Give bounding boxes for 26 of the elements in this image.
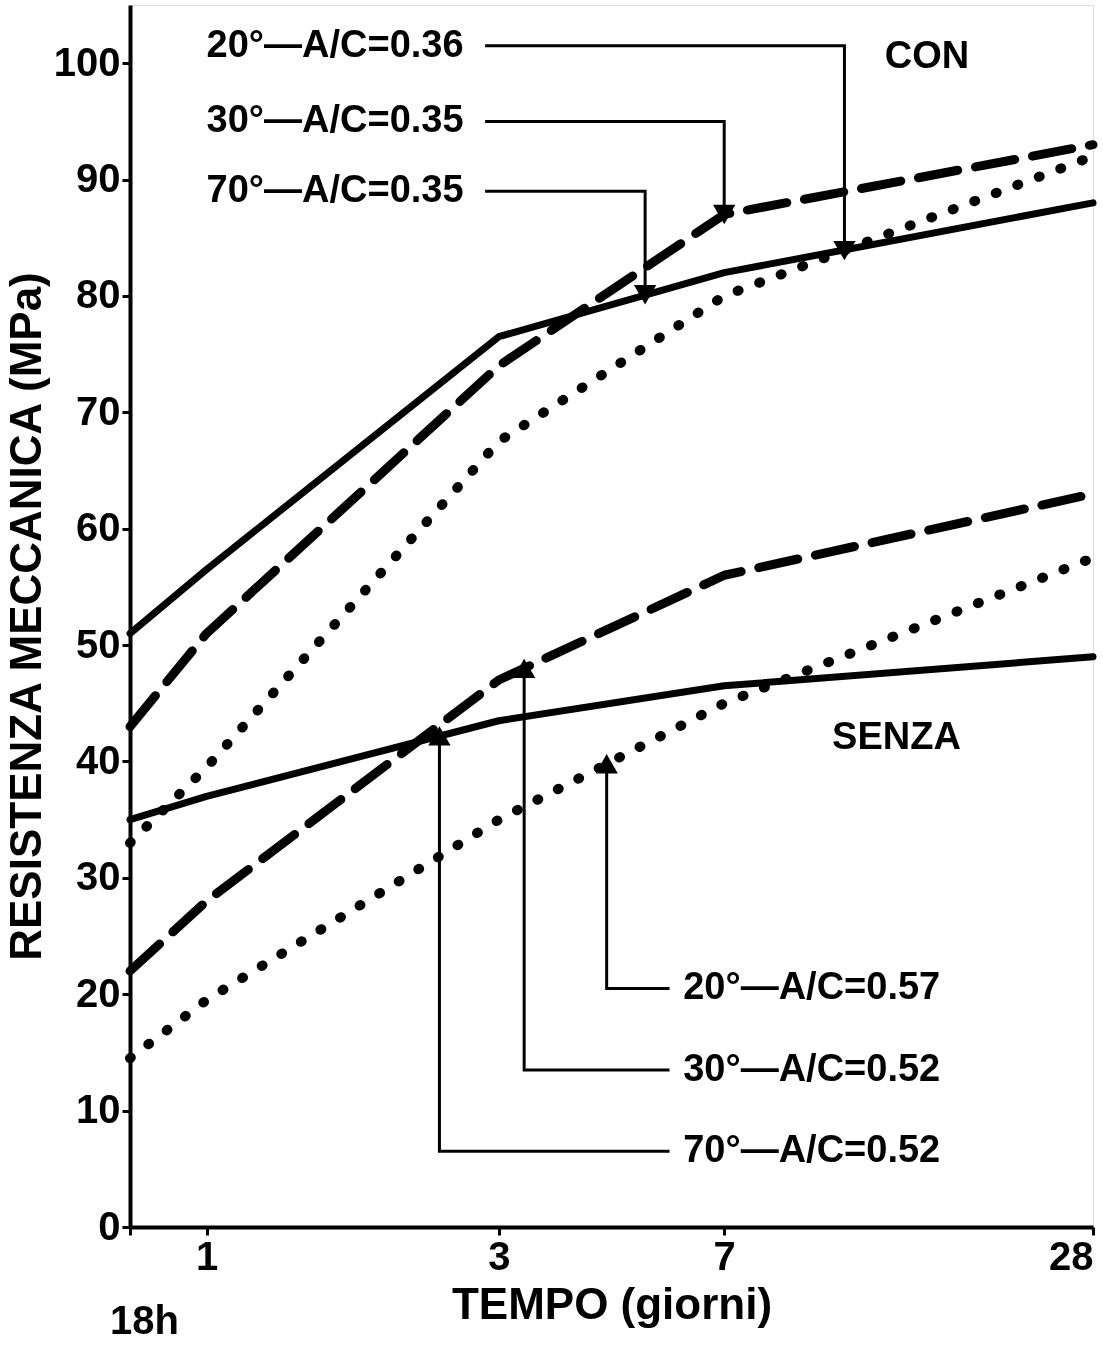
y-tick-label: 60 [76, 505, 121, 550]
annotation: 20°—A/C=0.57 [683, 965, 941, 1008]
y-tick-label: 100 [53, 39, 121, 84]
y-tick-label: 80 [76, 272, 121, 317]
y-tick-label: 10 [76, 1087, 121, 1132]
y-tick-label: 90 [76, 156, 121, 201]
y-tick-label: 50 [76, 621, 121, 666]
y-tick-label: 40 [76, 737, 121, 782]
annotation: 30°—A/C=0.35 [206, 98, 464, 141]
x-tick-label: 1 [195, 1233, 219, 1278]
x-axis-title: TEMPO (giorni) [451, 1278, 773, 1328]
annotation: 70°—A/C=0.52 [683, 1128, 941, 1171]
y-tick-label: 0 [98, 1203, 121, 1248]
text: 18h [110, 1298, 179, 1342]
annotation: SENZA [832, 715, 961, 758]
y-tick-label: 30 [76, 854, 121, 899]
annotation: 30°—A/C=0.52 [683, 1046, 941, 1089]
y-tick-label: 20 [76, 970, 121, 1015]
x-tick-label: 7 [713, 1233, 736, 1278]
x-tick-label: 3 [488, 1233, 511, 1278]
y-tick-label: 70 [76, 388, 121, 433]
annotation: CON [884, 34, 970, 77]
y-axis-title: RESISTENZA MECCANICA (MPa) [0, 272, 50, 961]
annotation: 20°—A/C=0.36 [206, 22, 464, 65]
x-tick-label: 28 [1049, 1233, 1094, 1278]
annotation: 70°—A/C=0.35 [206, 168, 464, 211]
